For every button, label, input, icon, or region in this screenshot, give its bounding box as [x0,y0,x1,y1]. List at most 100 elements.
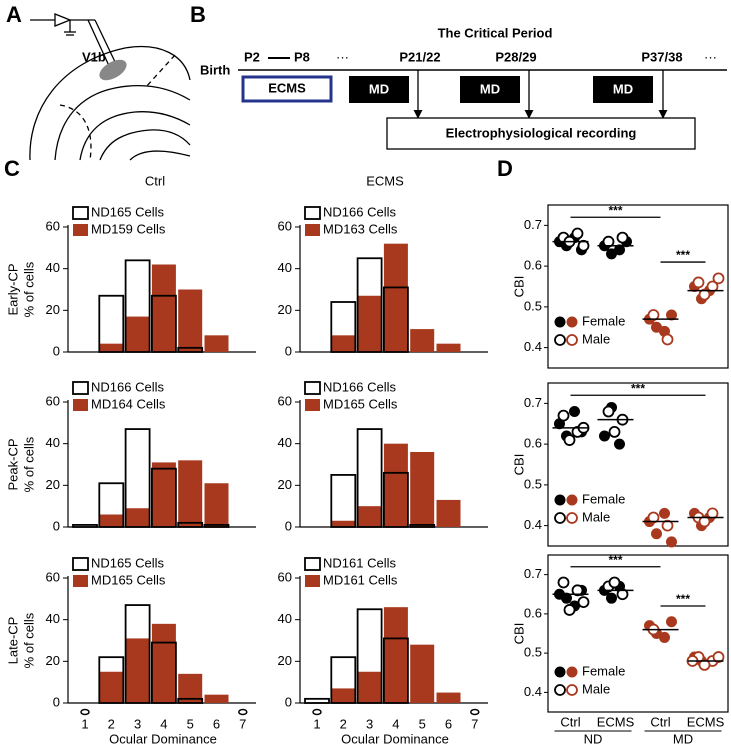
y-tick-label: 40 [46,611,60,626]
y-tick-label: 0 [285,343,292,358]
x-tick-label: Ctrl [650,714,670,729]
md-label: MD [480,81,500,96]
legend-label: Female [582,313,625,328]
plot-frame [547,554,729,713]
x-tick-label: 3 [134,716,141,731]
plot-frame [547,382,729,547]
legend-swatch [305,575,320,587]
bar [204,694,229,703]
legend-marker [566,334,578,346]
legend-label: Male [582,509,610,524]
data-point [608,576,621,589]
y-tick-label: 0 [285,694,292,709]
x-tick-label: 6 [445,716,452,731]
y-tick-label: 60 [46,569,60,584]
data-point [557,409,570,422]
bar [330,301,357,353]
data-point [606,592,617,604]
y-axis-label: CBI [511,276,526,298]
bar [357,671,382,703]
ecms-box [241,75,333,103]
y-tick-label: 20 [278,653,292,668]
bar [410,329,435,352]
y-tick-label: 20 [46,477,60,492]
data-point [661,333,674,346]
bar [203,524,230,528]
panel-label: D [497,156,513,181]
y-tick-label: 60 [46,218,60,233]
timeline-label: P21/22 [399,49,440,64]
legend-label: ND166 Cells [323,204,396,219]
data-point [563,434,576,446]
x-axis-label: Ocular Dominance [109,731,217,746]
eye-icon [312,708,322,716]
y-tick-label: 0 [53,694,60,709]
data-point [616,588,629,601]
y-tick-label: 0.7 [524,217,542,232]
legend-label: Male [582,681,610,696]
data-point [571,584,584,597]
bar [125,316,150,352]
md-box [460,76,520,103]
legend-swatch [305,224,320,236]
x-tick-label: ECMS [597,714,635,729]
bar [330,656,357,704]
significance-label: *** [631,381,645,395]
bar [99,514,124,527]
legend-label: ND165 Cells [91,204,164,219]
bar [410,452,435,527]
legend-marker [566,512,578,524]
y-tick-label: 40 [278,435,292,450]
y-tick-label: 0 [53,518,60,533]
legend-marker [554,512,566,524]
recording-label: Electrophysiological recording [446,125,637,140]
significance-label: *** [608,203,622,217]
bar [356,608,383,704]
legend-marker [566,666,578,678]
legend-swatch [304,381,321,395]
bar [382,286,409,353]
bar [178,289,203,352]
y-axis-label: % of cells [21,261,36,317]
y-tick-label: 20 [278,302,292,317]
data-point [557,576,570,589]
legend-swatch [304,557,321,571]
md-box [349,76,409,103]
bar [383,607,408,703]
bar [151,623,176,703]
data-point [577,596,590,608]
bar [125,508,150,527]
x-tick-label: 2 [340,716,347,731]
x-tick-label: 6 [213,716,220,731]
panel-label: C [4,156,20,181]
legend-marker [554,666,566,678]
bar [151,462,176,527]
x-tick-label: 4 [160,716,167,731]
bar [98,656,125,704]
y-tick-label: 40 [278,260,292,275]
y-tick-label: 0.5 [524,645,542,660]
legend-label: MD165 Cells [91,572,166,587]
data-point [666,309,677,321]
bar [331,688,356,703]
bar [99,671,124,703]
data-point [666,616,677,628]
y-tick-label: 40 [46,435,60,450]
md-label: MD [613,81,633,96]
timeline-ellipsis: ··· [336,49,349,64]
bar [204,335,229,352]
bar [177,697,204,704]
y-tick-label: 20 [278,477,292,492]
region-label: V1b [82,49,106,64]
md-label: MD [369,81,389,96]
row-label: Late-CP [5,617,20,665]
legend-label: MD163 Cells [323,221,398,236]
data-point [616,231,629,244]
md-box [593,76,653,103]
legend-swatch [72,557,89,571]
data-point [661,519,674,532]
row-label: Early-CP [5,263,20,315]
data-point [706,280,719,293]
y-tick-label: 0.5 [524,476,542,491]
bar [72,524,98,528]
